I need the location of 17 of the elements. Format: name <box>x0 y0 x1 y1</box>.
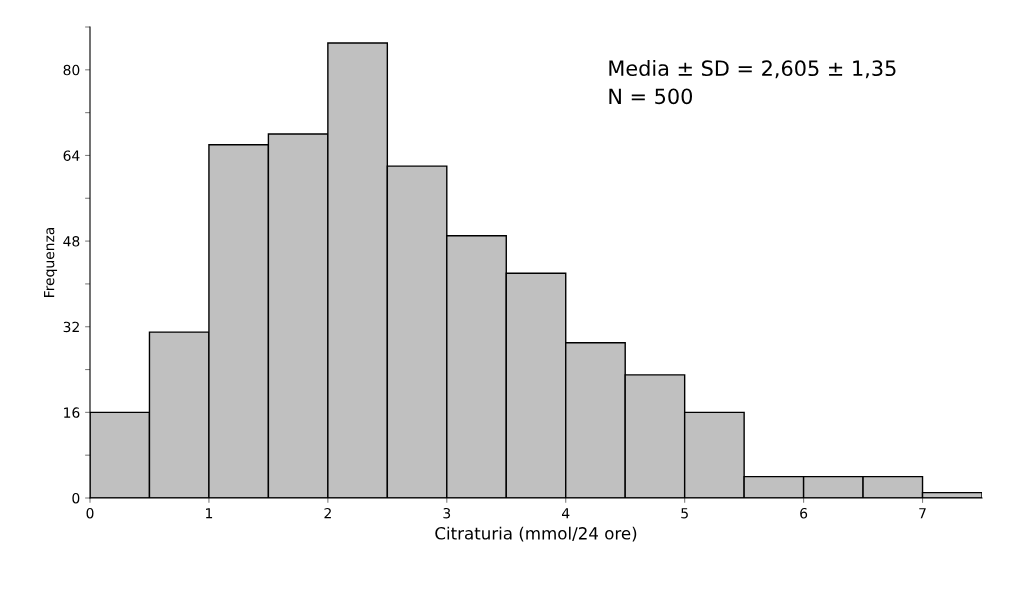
x-tick-label: 3 <box>443 507 451 519</box>
y-tick-label: 16 <box>64 407 80 418</box>
x-axis-title: Citraturia (mmol/24 ore) <box>435 526 637 542</box>
x-tick-label: 1 <box>206 508 213 519</box>
y-tick-label: 48 <box>63 236 80 247</box>
x-tick-label: 7 <box>919 508 926 519</box>
y-tick-label: 32 <box>63 321 79 333</box>
y-tick-label: 80 <box>63 64 80 76</box>
x-tick-label: 2 <box>324 507 331 519</box>
x-tick-label: 0 <box>86 507 94 519</box>
y-axis-title: Frequenza <box>44 227 58 297</box>
y-tick-label: 0 <box>72 492 80 504</box>
x-tick-label: 5 <box>681 508 688 519</box>
x-tick-label: 6 <box>800 507 808 519</box>
x-tick-label: 4 <box>561 508 570 519</box>
annotation: Media ± SD = 2,605 ± 1,35 N = 500 <box>609 59 896 105</box>
y-tick-label: 64 <box>63 150 80 161</box>
